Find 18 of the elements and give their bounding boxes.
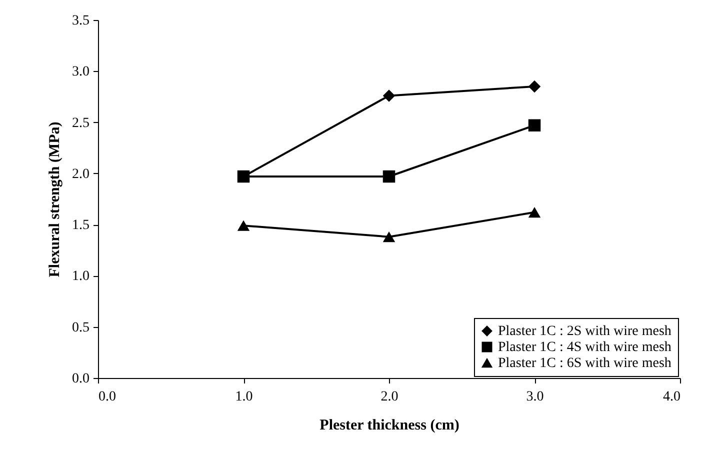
y-tick-label: 1.5 (72, 218, 90, 234)
y-tick-label: 1.0 (72, 269, 90, 284)
legend-label: Plaster 1C : 2S with wire mesh (498, 324, 672, 339)
x-tick-label: 2.0 (380, 390, 398, 404)
x-axis-title: Plester thickness (cm) (320, 418, 460, 434)
legend-label: Plaster 1C : 4S with wire mesh (498, 340, 672, 355)
y-axis-title: Flexural strength (MPa) (47, 122, 63, 278)
x-tick-label: 0.0 (98, 390, 116, 404)
y-tick-label: 3.0 (72, 64, 90, 80)
x-tick-label: 1.0 (235, 390, 253, 404)
y-tick-label: 2.5 (72, 116, 90, 131)
x-tick-label: 4.0 (663, 390, 680, 404)
y-tick-label: 0.5 (72, 320, 90, 336)
x-tick-label: 3.0 (526, 390, 544, 404)
y-tick-label: 0.0 (72, 372, 90, 386)
y-tick-label: 3.5 (72, 14, 90, 28)
y-tick-label: 2.0 (72, 166, 90, 182)
legend-label: Plaster 1C : 6S with wire mesh (498, 356, 672, 371)
